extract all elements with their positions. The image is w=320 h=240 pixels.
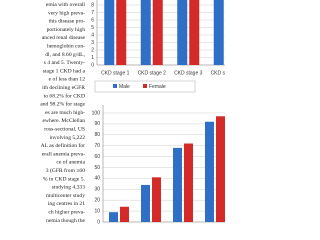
text-line: stage 1 CKD had a — [43, 68, 86, 74]
y-tick-label: 60 — [94, 154, 100, 160]
y-tick-label: 6 — [91, 17, 94, 23]
y-tick-label: 90 — [94, 121, 100, 127]
bar — [216, 116, 225, 222]
text-line: ith declining eGFR — [42, 85, 85, 91]
y-tick-label: 40 — [94, 176, 100, 182]
text-line: studying 4,333 — [52, 185, 85, 191]
bar — [177, 0, 188, 65]
y-tick-label: 50 — [94, 165, 100, 171]
text-line: es are much high- — [45, 110, 85, 116]
text-line: dl, and 8.60 g/dL, — [45, 52, 85, 58]
y-tick-label: 7 — [91, 10, 94, 16]
y-tick-label: 0 — [97, 219, 100, 225]
text-line: portionately high — [47, 27, 86, 33]
bar — [184, 143, 193, 222]
text-line: erall anemia preva- — [42, 151, 85, 157]
text-line: % in CKD stage 5. — [43, 176, 86, 182]
text-line: emia with overall — [46, 2, 86, 8]
bar — [205, 121, 214, 222]
y-tick-label: 70 — [94, 143, 100, 149]
text-line: ewhere. McClellan — [42, 118, 85, 124]
x-tick-label: CKD stage 4 — [211, 70, 225, 76]
text-line: AL as definition for — [41, 142, 86, 149]
y-tick-label: 10 — [94, 208, 100, 214]
legend-swatch — [143, 84, 147, 88]
bar — [109, 212, 118, 222]
text-line: nemia though the — [46, 218, 85, 224]
y-tick-label: 20 — [94, 198, 100, 204]
y-tick-label: 100 — [92, 110, 101, 116]
text-line: 3 (GFR from ≥60 — [46, 167, 85, 174]
page: emia with overall very high preva-this di… — [40, 0, 225, 225]
y-tick-label: 30 — [94, 187, 100, 193]
x-tick-label: CKD stage 1 — [101, 70, 130, 76]
text-line: hemoglobin con- — [47, 44, 85, 50]
y-tick-label: 3 — [91, 40, 94, 46]
legend-label: Female — [149, 84, 166, 90]
bar — [140, 0, 151, 65]
text-line: ing centres in 21 — [48, 201, 85, 207]
bar — [189, 0, 200, 65]
y-tick-label: 5 — [91, 25, 94, 31]
text-line: multicenter study — [46, 193, 85, 199]
bar — [120, 206, 129, 222]
text-line: ross-sectional, US — [44, 127, 85, 133]
y-tick-label: 0 — [91, 62, 94, 68]
legend-label: Male — [119, 84, 130, 90]
text-line: anced renal disease — [42, 35, 86, 41]
bar — [173, 147, 182, 222]
bar — [104, 0, 115, 65]
y-tick-label: 4 — [91, 32, 94, 38]
bar — [152, 177, 161, 222]
text-line: ce of anemia — [56, 159, 85, 166]
text-line: and 98.2% for stage — [40, 101, 85, 108]
text-line: this disease pro- — [49, 19, 85, 25]
y-tick-label: 8 — [91, 2, 94, 8]
bar — [141, 184, 150, 222]
text-line: e of less than 12 — [49, 76, 86, 83]
bar — [116, 0, 127, 65]
bar — [213, 0, 224, 65]
text-line: s 4 and 5. Twenty- — [44, 60, 85, 66]
text-line: very high preva- — [48, 10, 85, 16]
text-line: to 68.2% for CKD — [44, 92, 85, 99]
y-tick-label: 2 — [91, 47, 94, 53]
x-tick-label: CKD stage 3 — [174, 70, 203, 76]
y-tick-label: 1 — [91, 55, 94, 61]
bar — [152, 0, 163, 65]
text-line: involving 5,222 — [50, 135, 86, 141]
legend-swatch — [113, 84, 117, 88]
y-tick-label: 80 — [94, 132, 100, 138]
x-tick-label: CKD stage 2 — [138, 70, 167, 76]
text-line: ch higher preva- — [48, 210, 85, 216]
